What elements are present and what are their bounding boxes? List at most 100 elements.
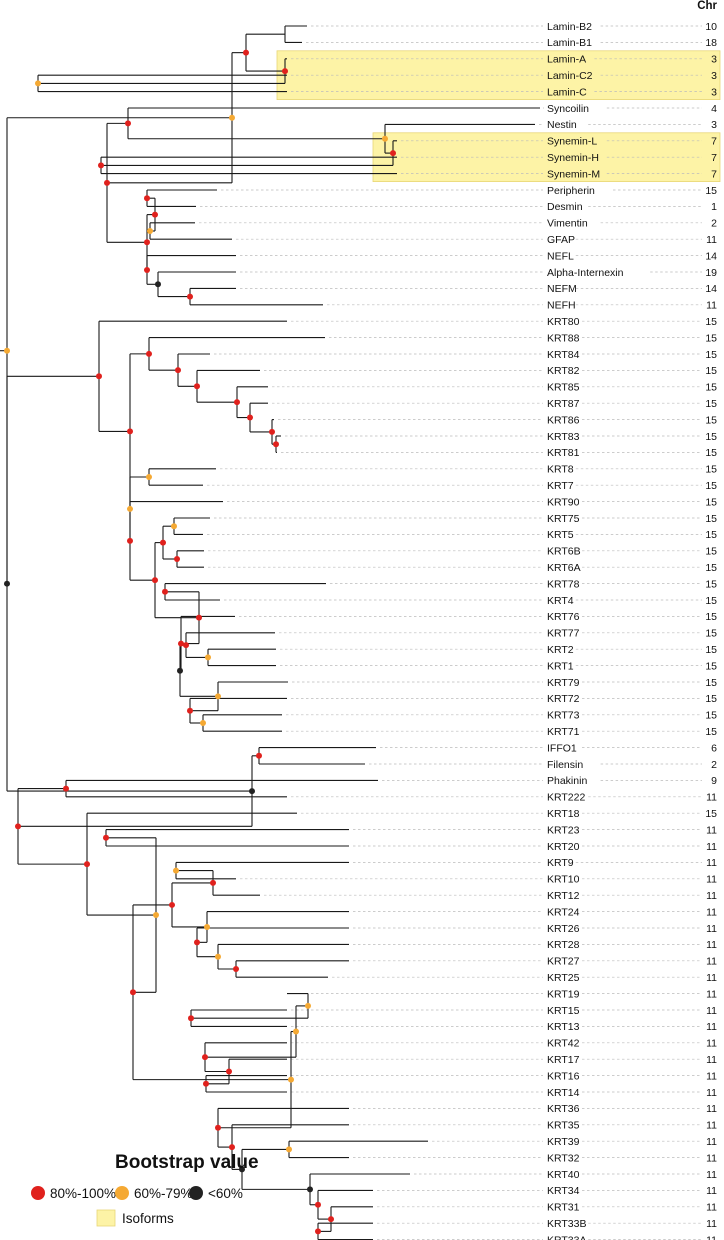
chr-value: 11 [706,857,717,869]
chr-value: 15 [705,513,717,525]
bootstrap-node [160,539,166,546]
legend-label: 60%-79% [134,1186,193,1201]
chr-value: 11 [706,1070,717,1082]
chr-value: 11 [706,1021,717,1033]
bootstrap-node [171,523,177,530]
chr-value: 15 [705,185,717,197]
legend-swatch [31,1186,45,1200]
chr-value: 15 [705,644,717,656]
chr-value: 15 [705,414,717,426]
leaf-label: NEFM [547,283,577,295]
chr-value: 11 [706,1087,717,1099]
bootstrap-node [194,939,200,946]
bootstrap-node [177,667,183,674]
leader-lines [199,25,702,1240]
leaf-label: KRT79 [547,677,580,689]
bootstrap-node [229,114,235,121]
leaf-label: KRT39 [547,1136,580,1148]
bootstrap-node [328,1216,334,1223]
bootstrap-node [282,68,288,75]
chromosome-column: 10 18 3 3 3 4 3 7 7 7 15 1 2 11 14 19 14 11 15 15 15 15 15 15 15… [705,21,717,1240]
bootstrap-node [153,912,159,919]
chr-value: 15 [705,480,717,492]
chr-value: 15 [705,365,717,377]
chr-value: 15 [705,693,717,705]
bootstrap-node [305,1002,311,1009]
leaf-label: KRT17 [547,1054,580,1066]
leaf-label: Lamin-C2 [547,70,593,82]
leaf-label: KRT12 [547,890,580,902]
leaf-label: Vimentin [547,218,588,230]
bootstrap-node [4,347,10,354]
bootstrap-node [215,1124,221,1131]
chr-value: 7 [711,136,717,148]
leaf-label: Alpha-Internexin [547,267,624,279]
chr-value: 11 [706,1202,717,1214]
bootstrap-node [205,654,211,661]
bootstrap-node [15,823,21,830]
leaf-label: Filensin [547,759,583,771]
leaf-label: KRT222 [547,792,585,804]
leaf-label: KRT6B [547,546,581,558]
chr-value: 11 [706,1120,717,1132]
bootstrap-node [187,707,193,714]
leaf-label: KRT8 [547,464,574,476]
leaf-label: KRT36 [547,1103,580,1115]
leaf-label: KRT24 [547,906,580,918]
chr-value: 11 [706,300,717,312]
bootstrap-node [215,693,221,700]
bootstrap-node [315,1228,321,1235]
leaf-label: KRT72 [547,693,580,705]
leaf-label: Nestin [547,119,577,131]
chr-value: 11 [706,988,717,1000]
leaf-label: KRT83 [547,431,580,443]
leaf-label: KRT33B [547,1218,587,1230]
leaf-label: KRT33A [547,1234,587,1240]
legend-label: Isoforms [122,1211,174,1226]
leaf-label: Lamin-A [547,54,586,66]
legend-label: <60% [208,1186,243,1201]
chr-value: 3 [711,119,717,131]
bootstrap-node [98,162,104,169]
bootstrap-node [169,901,175,908]
leaf-label: KRT90 [547,496,580,508]
bootstrap-node [96,373,102,380]
bootstrap-node [204,923,210,930]
chr-value: 15 [705,398,717,410]
bootstrap-node [4,580,10,587]
leaf-label: KRT73 [547,710,580,722]
chr-value: 15 [705,546,717,558]
leaf-label: KRT42 [547,1038,580,1050]
leaf-label: KRT40 [547,1169,580,1181]
bootstrap-nodes [4,49,396,1235]
leaf-label: KRT16 [547,1070,580,1082]
leaf-label: KRT13 [547,1021,580,1033]
legend-swatch [96,1209,116,1227]
leaf-label: Synemin-H [547,152,599,164]
bootstrap-node [293,1028,299,1035]
leaf-label: Desmin [547,201,583,213]
leaf-label: KRT82 [547,365,580,377]
bootstrap-node [127,428,133,435]
leaf-label: KRT5 [547,529,574,541]
bootstrap-node [187,293,193,300]
chr-value: 11 [706,1103,717,1115]
bootstrap-node [256,752,262,759]
bootstrap-node [315,1201,321,1208]
legend-title: Bootstrap value [115,1152,259,1173]
chr-value: 11 [706,923,717,935]
leaf-label: KRT86 [547,414,580,426]
bootstrap-node [382,135,388,142]
chr-value: 11 [706,234,717,246]
leaf-label: NEFH [547,300,576,312]
chr-value: 15 [705,808,717,820]
chr-value: 15 [705,595,717,607]
chr-value: 15 [705,710,717,722]
bootstrap-node [234,399,240,406]
bootstrap-node [84,861,90,868]
leaf-label: KRT4 [547,595,574,607]
chr-value: 11 [706,1038,717,1050]
chr-value: 15 [705,611,717,623]
bootstrap-node [249,788,255,795]
leaf-label: KRT32 [547,1152,580,1164]
